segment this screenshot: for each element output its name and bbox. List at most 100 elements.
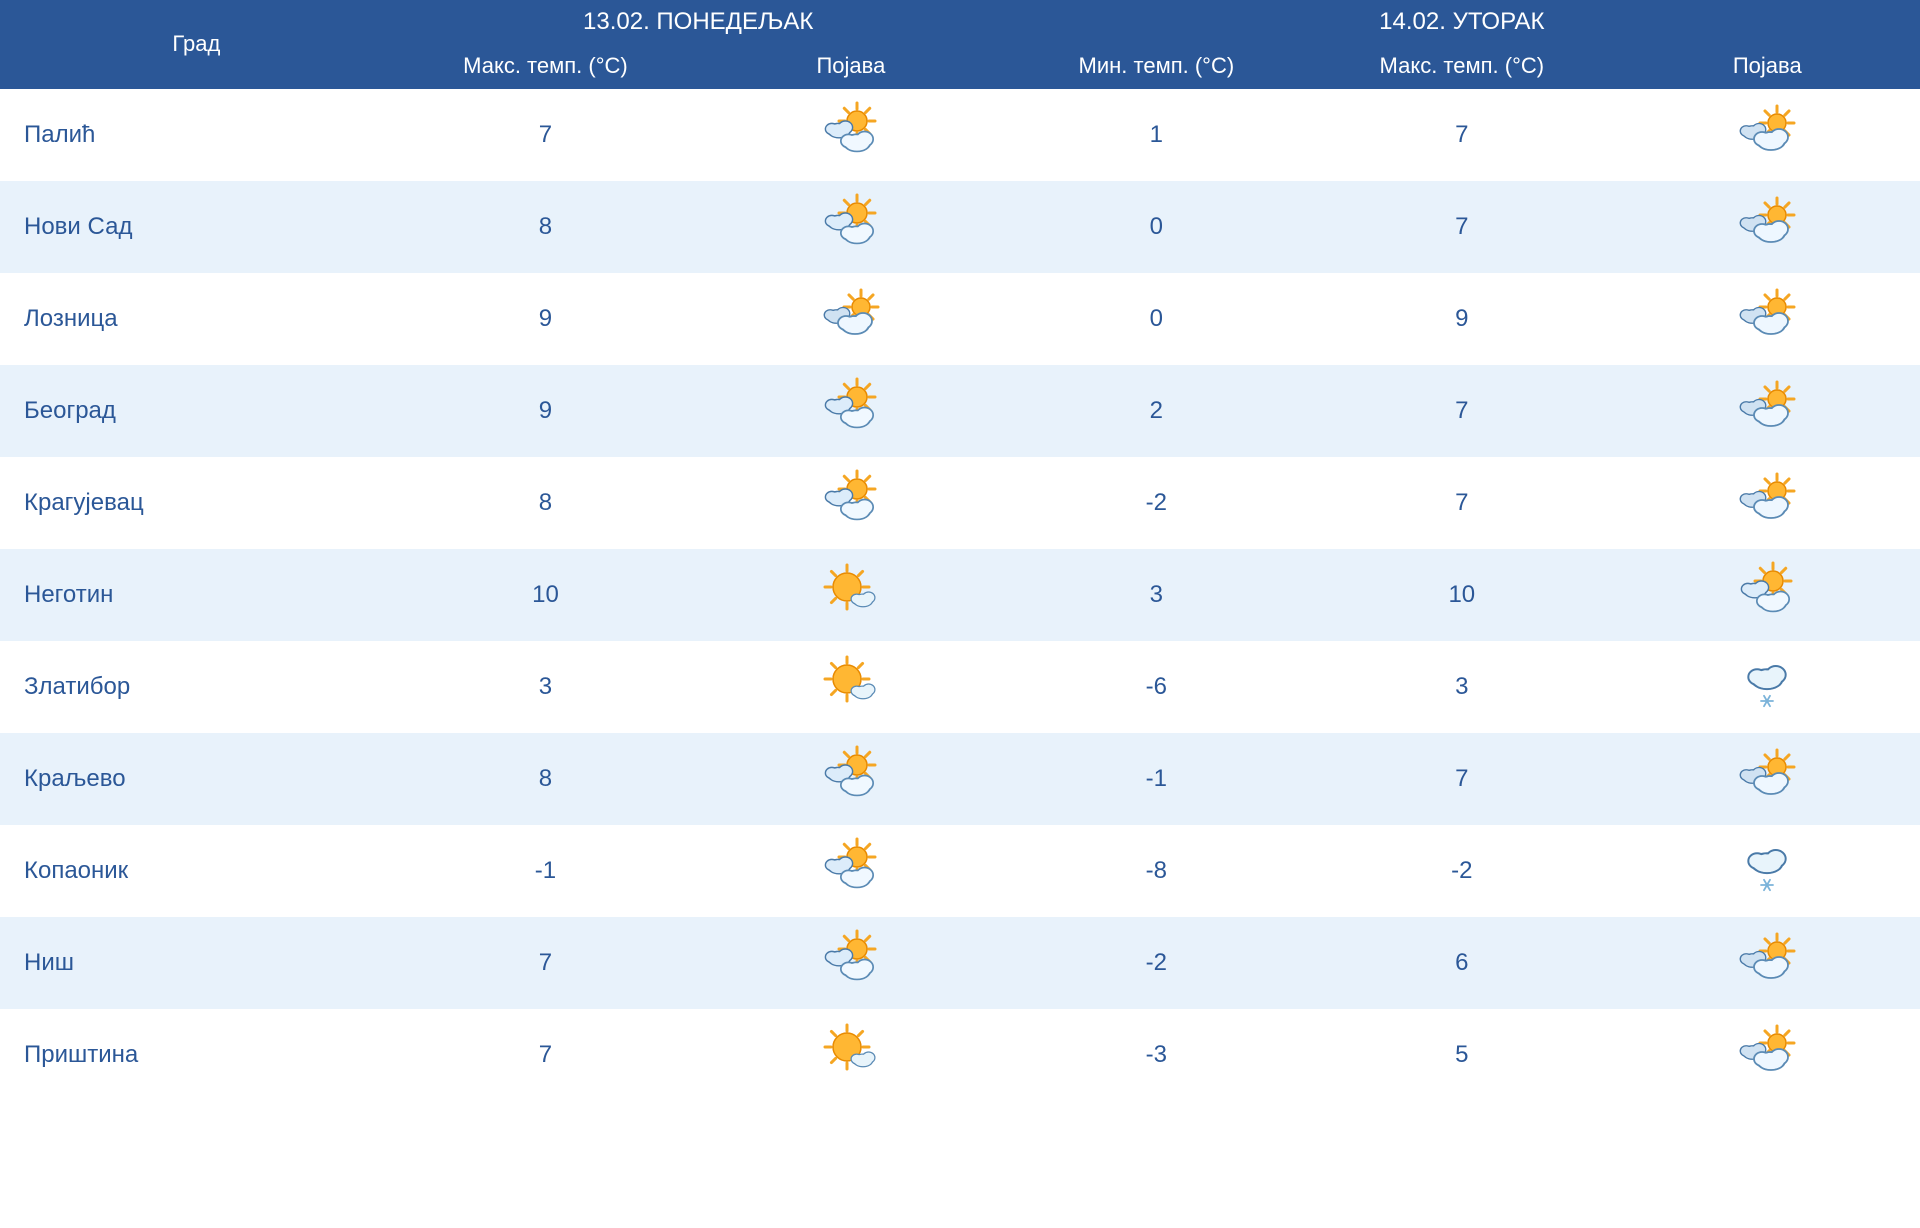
day2-cond-header: Појава [1615,44,1920,89]
weather-forecast-table: Град 13.02. ПОНЕДЕЉАК 14.02. УТОРАК Макс… [0,0,1920,1101]
day1-condition-cell [698,733,1003,825]
mostly-sunny-icon [817,1021,885,1081]
day2-max-temp: 7 [1309,457,1614,549]
city-cell[interactable]: Краљево [0,733,393,825]
day1-condition-cell [698,917,1003,1009]
day2-max-temp: 7 [1309,365,1614,457]
day2-min-temp: 1 [1004,89,1309,181]
day1-condition-cell [698,1009,1003,1101]
city-cell[interactable]: Ниш [0,917,393,1009]
partly-cloudy-icon [817,745,885,805]
day2-condition-cell [1615,549,1920,641]
mostly-cloudy-icon [1733,193,1801,253]
city-cell[interactable]: Приштина [0,1009,393,1101]
city-cell[interactable]: Лозница [0,273,393,365]
table-row: Палић7 17 [0,89,1920,181]
day2-condition-cell [1615,917,1920,1009]
day2-min-temp: 0 [1004,273,1309,365]
day1-condition-cell [698,825,1003,917]
day2-date-header: 14.02. УТОРАК [1004,0,1920,44]
day2-max-temp: 10 [1309,549,1614,641]
city-cell[interactable]: Неготин [0,549,393,641]
day1-max-temp: -1 [393,825,698,917]
day1-max-temp: 7 [393,1009,698,1101]
day1-max-temp: 9 [393,365,698,457]
city-cell[interactable]: Нови Сад [0,181,393,273]
partly-cloudy-icon [817,929,885,989]
table-row: Ниш7 -26 [0,917,1920,1009]
day1-condition-cell [698,641,1003,733]
mostly-sunny-icon [817,653,885,713]
day2-condition-cell [1615,733,1920,825]
table-row: Приштина7 -35 [0,1009,1920,1101]
day2-min-temp: -3 [1004,1009,1309,1101]
day1-max-temp: 8 [393,733,698,825]
day2-min-temp: -6 [1004,641,1309,733]
mostly-cloudy-icon [1733,1021,1801,1081]
table-row: Београд9 27 [0,365,1920,457]
day1-condition-cell [698,273,1003,365]
day1-max-temp: 8 [393,457,698,549]
day2-max-temp: 6 [1309,917,1614,1009]
city-cell[interactable]: Златибор [0,641,393,733]
day2-condition-cell [1615,641,1920,733]
day2-max-temp: 3 [1309,641,1614,733]
day1-condition-cell [698,457,1003,549]
city-cell[interactable]: Крагујевац [0,457,393,549]
day2-condition-cell [1615,457,1920,549]
table-row: Нови Сад8 07 [0,181,1920,273]
partly-cloudy-icon [817,101,885,161]
mostly-cloudy-icon [1733,929,1801,989]
table-row: Неготин10 310 [0,549,1920,641]
day2-min-temp: 3 [1004,549,1309,641]
mostly-cloudy-icon [817,285,885,345]
day1-max-temp: 7 [393,917,698,1009]
day1-max-temp: 8 [393,181,698,273]
day2-max-temp: 7 [1309,181,1614,273]
day1-max-temp: 7 [393,89,698,181]
day2-min-temp: -2 [1004,457,1309,549]
city-cell[interactable]: Палић [0,89,393,181]
day2-max-temp: -2 [1309,825,1614,917]
city-cell[interactable]: Београд [0,365,393,457]
mostly-cloudy-icon [1733,285,1801,345]
day2-condition-cell [1615,825,1920,917]
day2-max-temp: 7 [1309,89,1614,181]
day1-max-header: Макс. темп. (°C) [393,44,698,89]
day2-min-temp: 0 [1004,181,1309,273]
table-header: Град 13.02. ПОНЕДЕЉАК 14.02. УТОРАК Макс… [0,0,1920,89]
day2-min-temp: -1 [1004,733,1309,825]
day2-condition-cell [1615,89,1920,181]
day2-condition-cell [1615,273,1920,365]
table-row: Лозница9 09 [0,273,1920,365]
table-row: Крагујевац8 -27 [0,457,1920,549]
snow-icon [1733,653,1801,713]
city-cell[interactable]: Копаоник [0,825,393,917]
table-row: Копаоник-1 -8-2 [0,825,1920,917]
mostly-sunny-icon [817,561,885,621]
day1-condition-cell [698,365,1003,457]
mostly-cloudy-icon [1733,745,1801,805]
partly-cloudy-icon [1733,561,1801,621]
day2-condition-cell [1615,1009,1920,1101]
table-row: Златибор3 -63 [0,641,1920,733]
day1-max-temp: 10 [393,549,698,641]
mostly-cloudy-icon [1733,469,1801,529]
snow-icon [1733,837,1801,897]
table-row: Краљево8 -17 [0,733,1920,825]
mostly-cloudy-icon [1733,101,1801,161]
day1-condition-cell [698,549,1003,641]
day2-max-header: Макс. темп. (°C) [1309,44,1614,89]
day2-max-temp: 5 [1309,1009,1614,1101]
day1-cond-header: Појава [698,44,1003,89]
day2-min-temp: -2 [1004,917,1309,1009]
day1-max-temp: 9 [393,273,698,365]
day2-min-temp: 2 [1004,365,1309,457]
day1-condition-cell [698,89,1003,181]
day1-condition-cell [698,181,1003,273]
partly-cloudy-icon [817,193,885,253]
city-header: Град [0,0,393,89]
date-header-row: Град 13.02. ПОНЕДЕЉАК 14.02. УТОРАК [0,0,1920,44]
day1-date-header: 13.02. ПОНЕДЕЉАК [393,0,1004,44]
day2-max-temp: 7 [1309,733,1614,825]
